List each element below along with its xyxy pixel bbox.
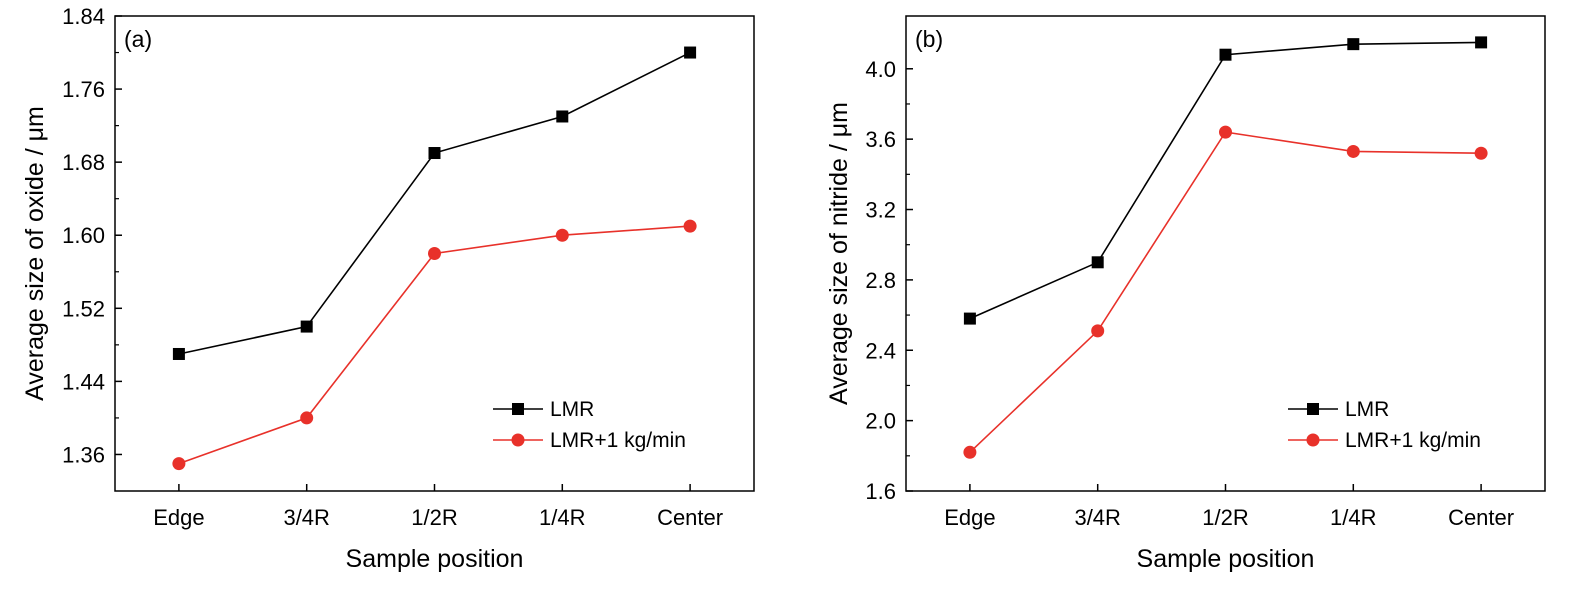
- series-lmr-1kg: [172, 219, 697, 471]
- data-point: [428, 147, 441, 160]
- x-tick-label: Edge: [153, 505, 204, 530]
- legend-marker: [1306, 433, 1320, 447]
- legend-marker: [512, 403, 524, 415]
- series-lmr-1kg: [963, 125, 1488, 459]
- y-tick-label: 2.4: [865, 338, 896, 363]
- x-tick-label: Center: [657, 505, 723, 530]
- y-tick-label: 1.84: [62, 4, 105, 29]
- panel-label: (b): [915, 26, 943, 52]
- y-tick-label: 3.6: [865, 127, 896, 152]
- series-line: [178, 225, 691, 465]
- y-tick-label: 2.0: [865, 409, 896, 434]
- x-tick-label: 1/2R: [1202, 505, 1248, 530]
- data-point: [555, 228, 569, 242]
- x-axis-label: Sample position: [346, 545, 524, 573]
- data-point: [683, 219, 697, 233]
- data-point: [1091, 256, 1104, 269]
- data-point: [1219, 48, 1232, 61]
- x-tick-label: 3/4R: [283, 505, 329, 530]
- legend: LMR LMR+1 kg/min: [493, 398, 686, 452]
- data-point: [1219, 125, 1232, 139]
- data-point: [1347, 38, 1360, 51]
- y-tick-label: 1.52: [62, 296, 105, 321]
- y-tick-label: 1.76: [62, 77, 105, 102]
- data-point: [1475, 36, 1488, 49]
- y-axis-label: Average size of oxide / μm: [21, 106, 49, 401]
- data-point: [300, 320, 313, 333]
- legend-marker: [1307, 403, 1319, 415]
- x-tick-label: 1/4R: [539, 505, 585, 530]
- x-tick-label: Edge: [944, 505, 995, 530]
- y-tick-label: 2.8: [865, 268, 896, 293]
- chart-panel-a: 1.36 1.44 1.52 1.60 1.68 1.76 1.84 Edge 3/4R 1/2R…: [21, 4, 755, 573]
- series-line: [969, 131, 1482, 453]
- data-point: [1474, 146, 1488, 160]
- legend: LMR LMR+1 kg/min: [1288, 398, 1481, 452]
- y-tick-label: 3.2: [865, 198, 896, 223]
- series-lmr: [172, 46, 697, 360]
- data-point: [172, 457, 186, 471]
- y-tick-label: 1.44: [62, 369, 105, 394]
- legend-label: LMR+1 kg/min: [550, 429, 686, 452]
- x-tick-label: Center: [1448, 505, 1514, 530]
- x-tick-label: 1/4R: [1330, 505, 1376, 530]
- data-point: [963, 445, 977, 459]
- data-point: [428, 247, 441, 260]
- data-point: [963, 312, 976, 325]
- y-tick-label: 1.68: [62, 150, 105, 175]
- legend-label: LMR: [550, 398, 594, 421]
- data-point: [684, 46, 697, 59]
- y-tick-label: 4.0: [865, 57, 896, 82]
- plot-frame: [905, 15, 1546, 492]
- data-point: [556, 110, 569, 123]
- chart-panel-b: 1.6 2.0 2.4 2.8 3.2 3.6 4.0 Edge 3/4R 1/2R 1/4R Cen…: [825, 15, 1546, 573]
- data-point: [1091, 324, 1105, 338]
- panel-label: (a): [124, 26, 152, 52]
- data-point: [172, 347, 185, 360]
- legend-marker: [511, 433, 525, 447]
- y-tick-label: 1.60: [62, 223, 105, 248]
- legend-label: LMR: [1345, 398, 1389, 421]
- series-lmr: [963, 36, 1488, 325]
- data-point: [1346, 144, 1360, 158]
- data-point: [300, 411, 314, 425]
- y-tick-label: 1.6: [865, 479, 896, 504]
- x-tick-label: 3/4R: [1074, 505, 1120, 530]
- legend-label: LMR+1 kg/min: [1345, 429, 1481, 452]
- series-line: [178, 51, 691, 355]
- x-axis-label: Sample position: [1137, 545, 1315, 573]
- y-tick-label: 1.36: [62, 442, 105, 467]
- x-tick-label: 1/2R: [411, 505, 457, 530]
- y-axis-label: Average size of nitride / μm: [825, 102, 853, 405]
- series-line: [969, 41, 1482, 320]
